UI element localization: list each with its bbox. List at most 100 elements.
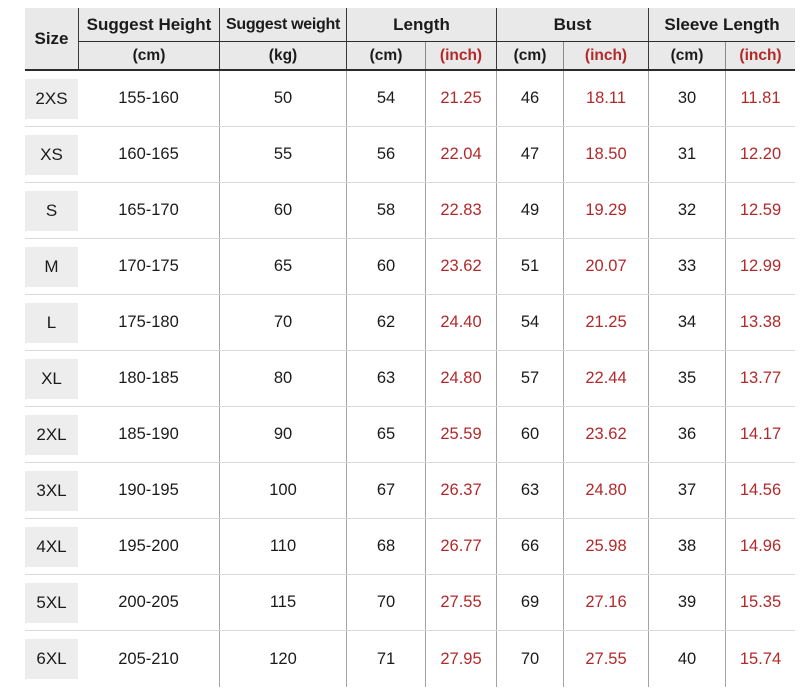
header-suggest-weight: Suggest weight: [219, 8, 346, 42]
size-cell: 2XS: [25, 71, 78, 126]
size-cell: 4XL: [25, 519, 78, 574]
size-chart-table: Size Suggest Height Suggest weight Lengt…: [25, 8, 795, 687]
height-cm-cell: 175-180: [118, 313, 179, 331]
length-inch-cell: 27.55: [425, 575, 496, 630]
sleeve-cm-cell: 34: [648, 295, 725, 350]
length-inch-cell: 22.04: [425, 127, 496, 182]
size-cell: 5XL: [25, 575, 78, 630]
bust-cm-cell: 70: [496, 631, 563, 687]
table-body: 2XS 155-160 50 54 21.25 46 18.11 30 11.8…: [25, 71, 795, 687]
table-row: 2XS 155-160 50 54 21.25 46 18.11 30 11.8…: [25, 71, 795, 127]
table-row: 2XL 185-190 90 65 25.59 60 23.62 36 14.1…: [25, 407, 795, 463]
height-cm-cell: 180-185: [118, 369, 179, 387]
unit-sleeve-cm: (cm): [648, 42, 725, 69]
length-cm-cell: 65: [346, 407, 425, 462]
length-cm-cell: 71: [346, 631, 425, 687]
sleeve-cm-cell: 31: [648, 127, 725, 182]
size-label: XS: [25, 134, 78, 175]
table-row: L 175-180 70 62 24.40 54 21.25 34 13.38: [25, 295, 795, 351]
size-label: 2XL: [25, 414, 78, 455]
bust-cm-cell: 47: [496, 127, 563, 182]
size-label: 4XL: [25, 526, 78, 567]
bust-cm-cell: 69: [496, 575, 563, 630]
size-label: 2XS: [25, 78, 78, 119]
unit-sleeve-inch: (inch): [725, 42, 795, 69]
weight-kg-cell: 120: [219, 631, 346, 687]
sleeve-inch-cell: 14.56: [725, 463, 795, 518]
weight-kg-cell: 110: [219, 519, 346, 574]
sleeve-cm-cell: 38: [648, 519, 725, 574]
bust-inch-cell: 18.50: [563, 127, 648, 182]
table-row: S 165-170 60 58 22.83 49 19.29 32 12.59: [25, 183, 795, 239]
size-cell: 6XL: [25, 631, 78, 687]
height-cm-cell: 170-175: [118, 257, 179, 275]
weight-kg-cell: 115: [219, 575, 346, 630]
unit-length-inch: (inch): [425, 42, 496, 69]
length-cm-cell: 60: [346, 239, 425, 294]
sleeve-inch-cell: 13.77: [725, 351, 795, 406]
size-label: 5XL: [25, 582, 78, 623]
bust-inch-cell: 25.98: [563, 519, 648, 574]
bust-inch-cell: 22.44: [563, 351, 648, 406]
weight-kg-cell: 80: [219, 351, 346, 406]
weight-kg-cell: 55: [219, 127, 346, 182]
weight-kg-cell: 100: [219, 463, 346, 518]
length-cm-cell: 62: [346, 295, 425, 350]
bust-inch-cell: 23.62: [563, 407, 648, 462]
height-cm-cell: 165-170: [118, 201, 179, 219]
height-cm-cell: 195-200: [118, 537, 179, 555]
table-row: 4XL 195-200 110 68 26.77 66 25.98 38 14.…: [25, 519, 795, 575]
weight-kg-cell: 60: [219, 183, 346, 238]
sleeve-inch-cell: 12.59: [725, 183, 795, 238]
sleeve-inch-cell: 15.35: [725, 575, 795, 630]
length-inch-cell: 24.40: [425, 295, 496, 350]
size-cell: XS: [25, 127, 78, 182]
height-cm-cell: 185-190: [118, 425, 179, 443]
bust-cm-cell: 54: [496, 295, 563, 350]
sleeve-cm-cell: 30: [648, 71, 725, 126]
table-row: 6XL 205-210 120 71 27.95 70 27.55 40 15.…: [25, 631, 795, 687]
weight-kg-cell: 65: [219, 239, 346, 294]
header-length: Length: [346, 8, 496, 42]
sleeve-inch-cell: 14.17: [725, 407, 795, 462]
header-size: Size: [34, 28, 69, 48]
table-header: Size Suggest Height Suggest weight Lengt…: [25, 8, 795, 71]
header-sleeve-length: Sleeve Length: [648, 8, 795, 42]
length-inch-cell: 21.25: [425, 71, 496, 126]
length-inch-cell: 23.62: [425, 239, 496, 294]
length-cm-cell: 67: [346, 463, 425, 518]
size-label: 3XL: [25, 470, 78, 511]
bust-cm-cell: 60: [496, 407, 563, 462]
sleeve-cm-cell: 33: [648, 239, 725, 294]
weight-kg-cell: 50: [219, 71, 346, 126]
size-label: XL: [25, 358, 78, 399]
bust-inch-cell: 18.11: [563, 71, 648, 126]
size-cell: M: [25, 239, 78, 294]
size-cell: L: [25, 295, 78, 350]
bust-inch-cell: 19.29: [563, 183, 648, 238]
length-cm-cell: 63: [346, 351, 425, 406]
sleeve-cm-cell: 32: [648, 183, 725, 238]
sleeve-inch-cell: 13.38: [725, 295, 795, 350]
bust-inch-cell: 27.55: [563, 631, 648, 687]
height-cm-cell: 160-165: [118, 145, 179, 163]
weight-kg-cell: 70: [219, 295, 346, 350]
size-cell: S: [25, 183, 78, 238]
bust-inch-cell: 24.80: [563, 463, 648, 518]
height-cm-cell: 205-210: [118, 649, 179, 668]
header-suggest-height: Suggest Height: [78, 8, 219, 42]
height-cm-cell: 200-205: [118, 593, 179, 611]
table-row: XS 160-165 55 56 22.04 47 18.50 31 12.20: [25, 127, 795, 183]
sleeve-inch-cell: 12.99: [725, 239, 795, 294]
size-label: M: [25, 246, 78, 287]
sleeve-cm-cell: 37: [648, 463, 725, 518]
table-row: M 170-175 65 60 23.62 51 20.07 33 12.99: [25, 239, 795, 295]
bust-cm-cell: 49: [496, 183, 563, 238]
size-label: 6XL: [25, 639, 78, 679]
unit-height-cm: (cm): [78, 42, 219, 69]
bust-cm-cell: 57: [496, 351, 563, 406]
length-inch-cell: 25.59: [425, 407, 496, 462]
bust-inch-cell: 21.25: [563, 295, 648, 350]
unit-bust-cm: (cm): [496, 42, 563, 69]
length-inch-cell: 26.77: [425, 519, 496, 574]
